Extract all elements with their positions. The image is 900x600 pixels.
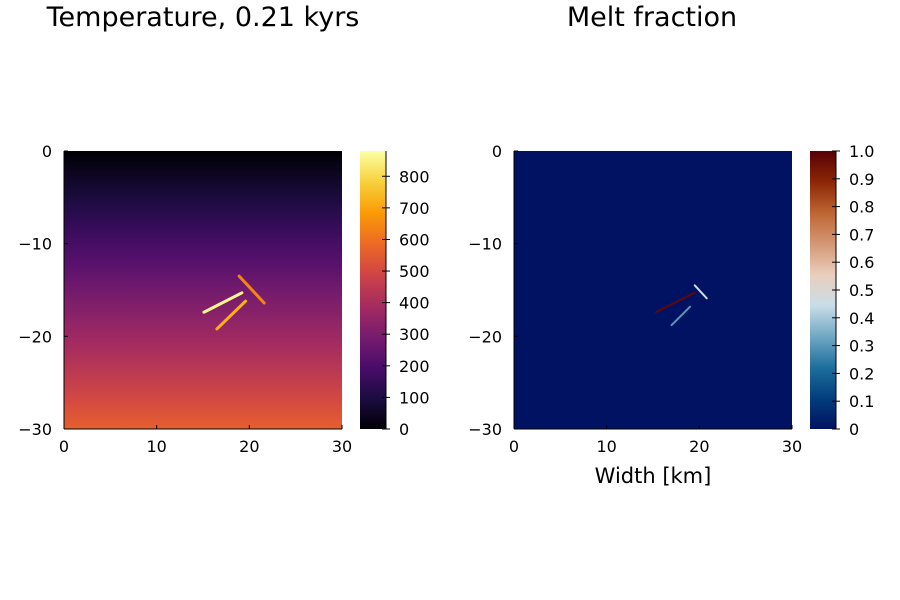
x-tick-label: 30 bbox=[782, 437, 802, 456]
colorbar-tick-label: 0.6 bbox=[849, 253, 874, 272]
y-tick-label: −30 bbox=[18, 420, 52, 439]
x-tick-label: 10 bbox=[596, 437, 616, 456]
colorbar-tick-label: 500 bbox=[399, 262, 430, 281]
dike-2 bbox=[202, 291, 244, 314]
dike-1 bbox=[237, 274, 266, 305]
colorbar-tick-label: 400 bbox=[399, 294, 430, 313]
colorbar-tick-label: 100 bbox=[399, 388, 430, 407]
colorbar-tick-label: 0.3 bbox=[849, 337, 874, 356]
colorbar-tick-label: 0 bbox=[399, 420, 409, 439]
x-tick-label: 20 bbox=[689, 437, 709, 456]
colorbar-tick-label: 0.1 bbox=[849, 392, 874, 411]
y-tick-label: 0 bbox=[42, 142, 52, 161]
temperature-colorbar: 0 100 200 300 400 500 600 700 800 bbox=[360, 151, 430, 439]
temperature-axes: 0 10 20 30 0 −10 −20 −30 bbox=[18, 142, 352, 456]
colorbar-tick-label: 0.5 bbox=[849, 281, 874, 300]
melt-colorbar: 0 0.1 0.2 0.3 0.4 0.5 0.6 0.7 0.8 0.9 1.0 bbox=[810, 142, 874, 439]
temperature-field bbox=[64, 151, 342, 429]
y-tick-label: −30 bbox=[468, 420, 502, 439]
dike-3 bbox=[215, 299, 248, 331]
colorbar-tick-label: 0.2 bbox=[849, 364, 874, 383]
melt-axes: 0 10 20 30 0 −10 −20 −30 bbox=[468, 142, 802, 456]
colorbar-tick-label: 0.8 bbox=[849, 198, 874, 217]
colorbar-tick-label: 200 bbox=[399, 357, 430, 376]
colorbar-tick-label: 700 bbox=[399, 199, 430, 218]
temperature-title: Temperature, 0.21 kyrs bbox=[46, 2, 360, 33]
temperature-plot-area bbox=[64, 151, 342, 429]
colorbar-tick-label: 0 bbox=[849, 420, 859, 439]
dike-2 bbox=[654, 291, 696, 314]
y-tick-label: −20 bbox=[468, 327, 502, 346]
colorbar-gradient bbox=[810, 151, 836, 429]
y-tick-label: −10 bbox=[18, 235, 52, 254]
melt-plot-area bbox=[514, 151, 792, 429]
dike-3 bbox=[670, 305, 692, 327]
colorbar-tick-label: 0.7 bbox=[849, 225, 874, 244]
melt-xlabel: Width [km] bbox=[595, 464, 712, 488]
colorbar-tick-label: 0.9 bbox=[849, 170, 874, 189]
y-tick-label: −20 bbox=[18, 327, 52, 346]
colorbar-tick-label: 600 bbox=[399, 230, 430, 249]
colorbar-tick-label: 1.0 bbox=[849, 142, 874, 161]
colorbar-tick-label: 800 bbox=[399, 167, 430, 186]
x-tick-label: 10 bbox=[146, 437, 166, 456]
y-tick-label: 0 bbox=[492, 142, 502, 161]
x-tick-label: 30 bbox=[332, 437, 352, 456]
melt-field bbox=[514, 151, 792, 429]
dike-1 bbox=[693, 284, 708, 300]
colorbar-tick-label: 300 bbox=[399, 325, 430, 344]
colorbar-tick-label: 0.4 bbox=[849, 309, 874, 328]
y-tick-label: −10 bbox=[468, 235, 502, 254]
melt-panel: Melt fraction 0 10 20 300−10−20−30 00.10.20… bbox=[468, 2, 874, 488]
colorbar-gradient bbox=[360, 151, 386, 429]
x-tick-label: 0 bbox=[59, 437, 69, 456]
x-tick-label: 0 bbox=[509, 437, 519, 456]
temperature-panel: Temperature, 0.21 kyrs 0 10 20 300−10−20−30… bbox=[18, 2, 429, 456]
x-tick-label: 20 bbox=[239, 437, 259, 456]
melt-title: Melt fraction bbox=[567, 2, 737, 33]
